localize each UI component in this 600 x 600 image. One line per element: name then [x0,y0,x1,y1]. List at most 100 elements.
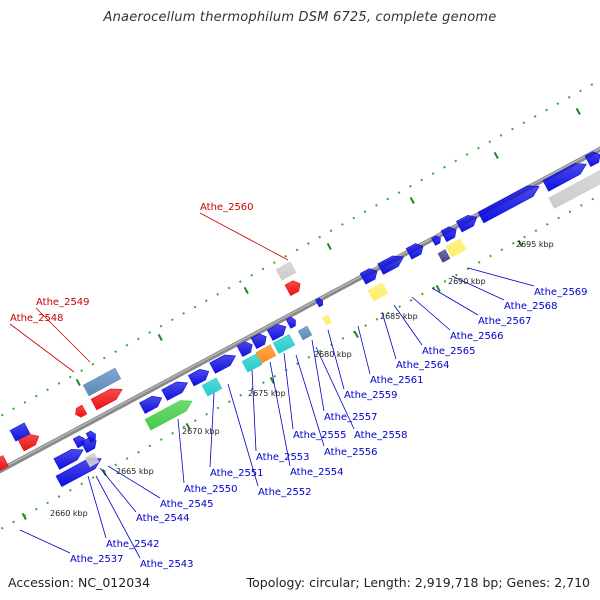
ruler-track-outer [0,79,600,418]
leader-line [411,296,451,331]
leader-line [269,361,291,467]
kbp-tick-label: 2690 kbp [448,277,486,286]
gene-arrow[interactable] [255,344,277,364]
ruler-tick [243,286,249,294]
gene-arrow[interactable] [272,334,296,354]
leader-line [315,346,355,430]
gene-arrow[interactable] [187,368,210,387]
leader-line [251,369,257,452]
leader-line [381,311,397,360]
gene-arrow[interactable] [437,249,451,263]
ruler-tick [435,284,441,292]
gene-label-athe-2559[interactable]: Athe_2559 [344,390,398,401]
gene-label-athe-2555[interactable]: Athe_2555 [293,430,347,441]
map-title: Anaerocellum thermophilum DSM 6725, comp… [103,10,497,25]
gene-arrow[interactable] [241,353,263,373]
gene-arrow[interactable] [75,404,88,418]
gene-label-athe-2543[interactable]: Athe_2543 [140,559,194,570]
gene-arrow[interactable] [275,261,297,281]
gene-arrow[interactable] [548,170,600,209]
gene-arrow[interactable] [90,388,123,411]
ruler-tick [575,107,581,115]
gene-arrow[interactable] [367,282,389,302]
gene-arrow[interactable] [284,280,301,297]
gene-arrow[interactable] [236,341,253,358]
ruler-tick [517,239,523,247]
gene-label-athe-2569[interactable]: Athe_2569 [534,287,588,298]
leader-line [95,475,141,559]
gene-arrow[interactable] [455,214,478,233]
gene-arrow[interactable] [0,455,9,473]
gene-arrow[interactable] [445,238,467,258]
ruler-tick [409,196,415,204]
gene-label-athe-2545[interactable]: Athe_2545 [160,499,214,510]
gene-arrow[interactable] [477,185,540,224]
gene-arrow[interactable] [542,163,587,192]
gene-label-athe-2561[interactable]: Athe_2561 [370,375,424,386]
gene-arrow[interactable] [144,400,193,431]
gene-features [0,151,600,488]
gene-arrow[interactable] [431,235,441,246]
gene-label-athe-2566[interactable]: Athe_2566 [450,331,504,342]
leader-line [393,304,423,346]
gene-arrow[interactable] [377,255,404,275]
leader-line [467,267,535,287]
gene-arrow[interactable] [322,314,332,326]
gene-label-athe-2564[interactable]: Athe_2564 [396,360,450,371]
gene-arrow[interactable] [297,325,313,341]
gene-arrow[interactable] [584,151,600,168]
gene-label-athe-2558[interactable]: Athe_2558 [354,430,408,441]
gene-arrow[interactable] [9,422,31,442]
gene-label-athe-2556[interactable]: Athe_2556 [324,447,378,458]
gene-label-athe-2557[interactable]: Athe_2557 [324,412,378,423]
gene-label-athe-2567[interactable]: Athe_2567 [478,316,532,327]
leader-line [451,275,505,301]
gene-arrow[interactable] [250,333,267,350]
ruler-tick [185,422,191,430]
leader-line [99,467,137,513]
gene-label-athe-2550[interactable]: Athe_2550 [184,484,238,495]
gene-arrow[interactable] [359,268,378,285]
leader-line [199,212,289,261]
leader-line [177,418,185,484]
gene-labels: Athe_2560 Athe_2549 Athe_2548 Athe_2569 Athe… [10,202,588,570]
gene-arrow[interactable] [201,377,223,397]
gene-label-athe-2568[interactable]: Athe_2568 [504,301,558,312]
gene-arrow[interactable] [161,381,188,401]
gene-label-athe-2554[interactable]: Athe_2554 [290,467,344,478]
gene-arrow[interactable] [266,324,287,341]
gene-arrow[interactable] [315,297,324,308]
gene-label-athe-2553[interactable]: Athe_2553 [256,452,310,463]
gene-label-athe-2542[interactable]: Athe_2542 [106,539,160,550]
kbp-tick-labels: 2660 kbp 2665 kbp 2670 kbp 2675 kbp 2680 kbp… [50,240,554,518]
gene-arrow[interactable] [285,316,296,329]
gene-label-athe-2549[interactable]: Athe_2549 [36,297,90,308]
gene-arrow[interactable] [85,430,96,443]
gene-label-athe-2565[interactable]: Athe_2565 [422,346,476,357]
gene-arrow[interactable] [209,354,236,374]
kbp-tick-label: 2660 kbp [50,509,88,518]
gene-label-athe-2544[interactable]: Athe_2544 [136,513,190,524]
gene-label-athe-2552[interactable]: Athe_2552 [258,487,312,498]
gene-label-athe-2537[interactable]: Athe_2537 [70,554,124,565]
gene-arrow[interactable] [84,452,100,468]
gene-label-athe-2551[interactable]: Athe_2551 [210,468,264,479]
kbp-tick-label: 2665 kbp [116,467,154,476]
ruler-tick-marks [21,107,581,520]
gene-arrow[interactable] [82,367,122,397]
kbp-tick-label: 2685 kbp [380,312,418,321]
gene-arrow[interactable] [72,435,85,449]
leader-line [19,529,71,554]
gene-label-athe-2560[interactable]: Athe_2560 [200,202,254,213]
gene-arrow[interactable] [17,433,40,452]
leader-line [327,329,345,390]
gene-arrow[interactable] [405,243,424,260]
accession-text: Accession: NC_012034 [8,575,151,590]
ruler-tick [353,330,359,338]
gene-arrow[interactable] [440,226,457,243]
gene-arrow[interactable] [139,395,163,414]
leader-line [431,287,479,316]
ruler-tick [75,378,81,386]
gene-label-athe-2548[interactable]: Athe_2548 [10,313,64,324]
gene-arrow[interactable] [53,448,84,470]
